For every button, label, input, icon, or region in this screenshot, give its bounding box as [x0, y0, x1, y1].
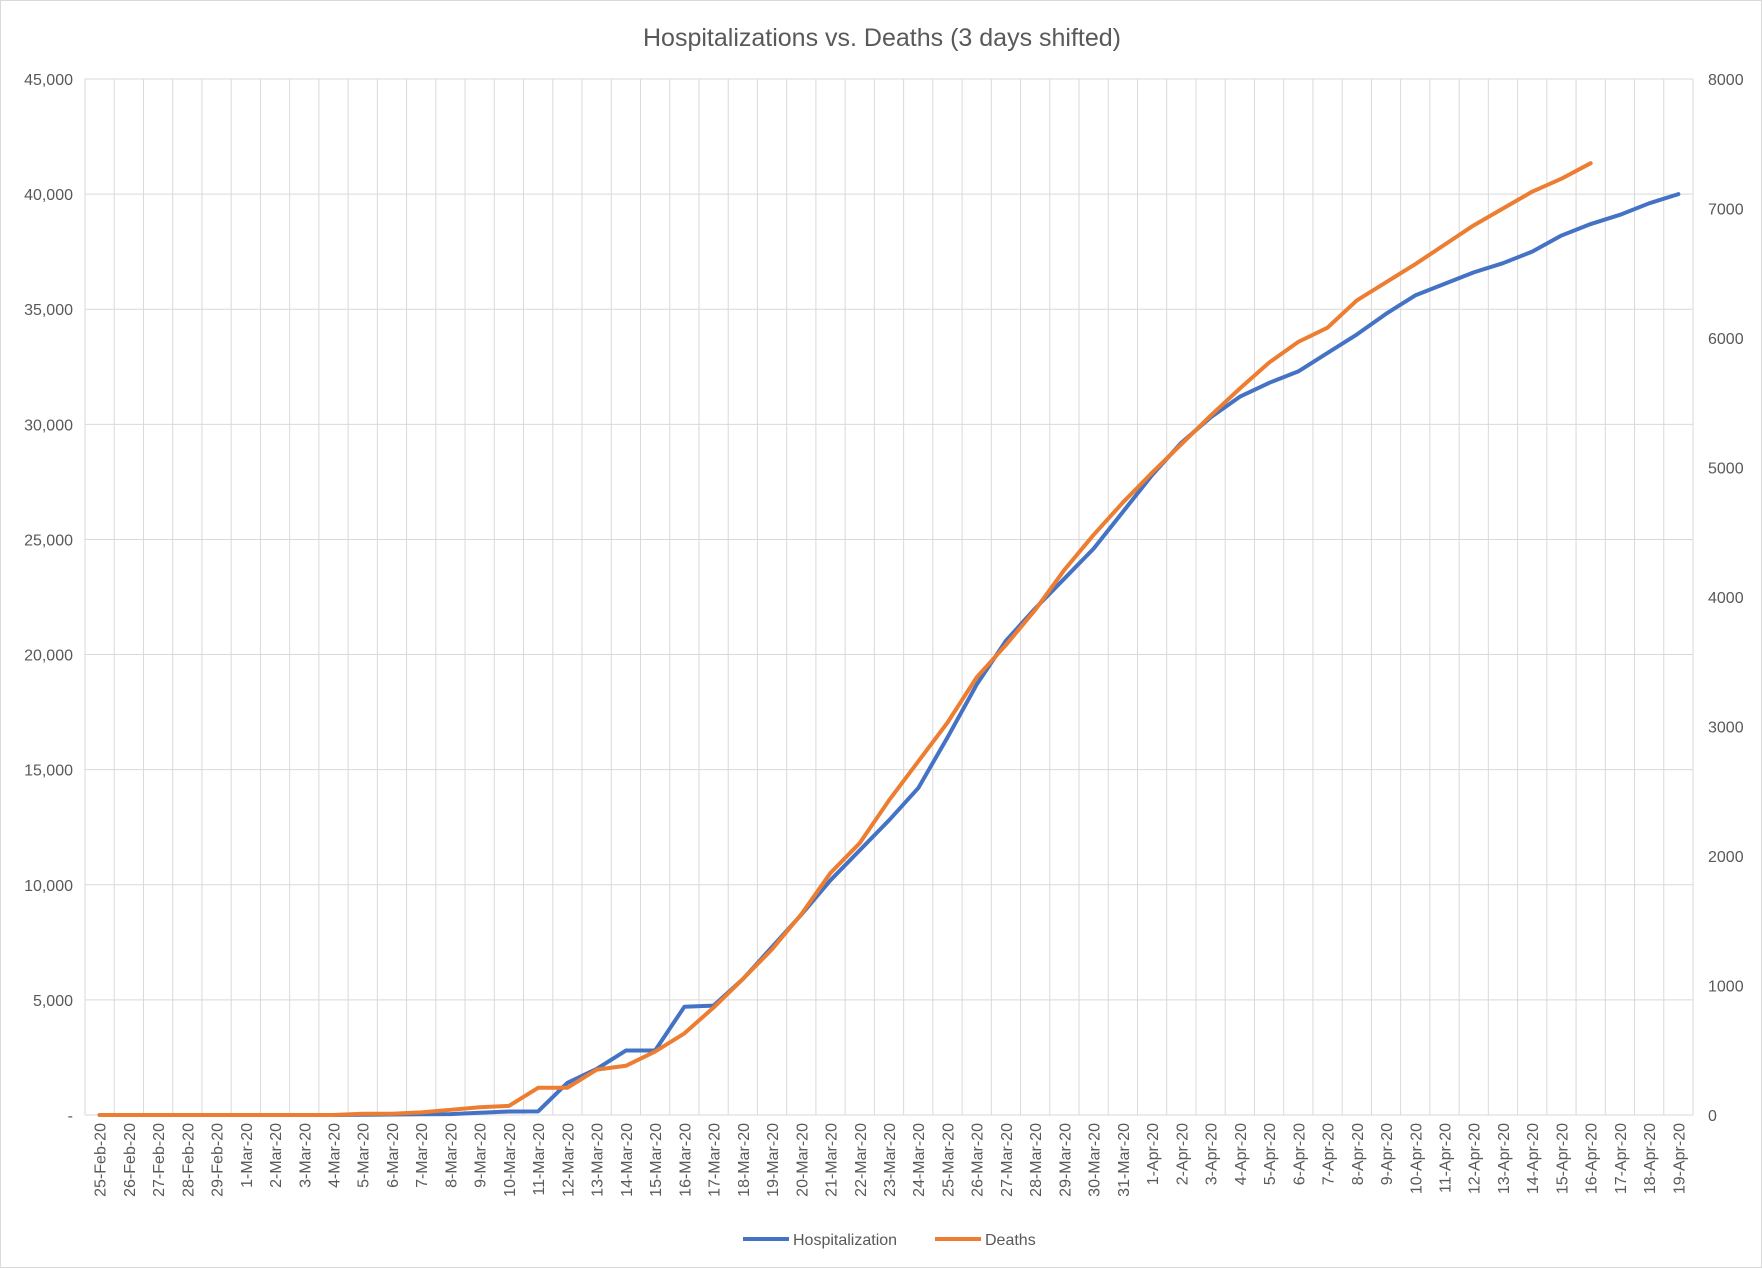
right-axis-tick-label: 5000	[1708, 461, 1744, 478]
x-axis-tick-label: 23-Mar-20	[882, 1123, 899, 1197]
x-axis-tick-label: 18-Apr-20	[1642, 1123, 1659, 1194]
x-axis-tick-label: 2-Apr-20	[1174, 1123, 1191, 1185]
chart-title: Hospitalizations vs. Deaths (3 days shif…	[643, 24, 1121, 52]
right-axis-tick-label: 2000	[1708, 849, 1744, 866]
x-axis-tick-label: 12-Mar-20	[560, 1123, 577, 1197]
x-axis-tick-label: 5-Apr-20	[1262, 1123, 1279, 1185]
left-axis-tick-label: 15,000	[24, 763, 73, 780]
x-axis-tick-label: 7-Mar-20	[414, 1123, 431, 1188]
left-axis-tick-label: 25,000	[24, 532, 73, 549]
left-axis-tick-label: 45,000	[24, 72, 73, 89]
x-axis-tick-label: 1-Mar-20	[239, 1123, 256, 1188]
x-axis-tick-label: 20-Mar-20	[794, 1123, 811, 1197]
x-axis-tick-label: 30-Mar-20	[1087, 1123, 1104, 1197]
x-axis-tick-label: 29-Feb-20	[210, 1123, 227, 1197]
x-axis-tick-label: 9-Mar-20	[473, 1123, 490, 1188]
x-axis-tick-label: 8-Apr-20	[1350, 1123, 1367, 1185]
x-axis-ticks: 25-Feb-20 26-Feb-20 27-Feb-20 28-Feb-20 29-F…	[93, 1123, 1689, 1197]
x-axis-tick-label: 8-Mar-20	[443, 1123, 460, 1188]
x-axis-tick-label: 29-Mar-20	[1057, 1123, 1074, 1197]
series-lines	[97, 161, 1681, 1117]
horizontal-gridlines	[85, 78, 1693, 1116]
x-axis-tick-label: 12-Apr-20	[1467, 1123, 1484, 1194]
x-axis-tick-label: 31-Mar-20	[1116, 1123, 1133, 1197]
legend: Hospitalization Deaths	[743, 1232, 1036, 1249]
x-axis-tick-label: 3-Mar-20	[297, 1123, 314, 1188]
series-line-deaths	[97, 161, 1593, 1117]
vertical-gridlines	[84, 79, 1694, 1115]
x-axis-tick-label: 10-Mar-20	[502, 1123, 519, 1197]
x-axis-tick-label: 15-Apr-20	[1554, 1123, 1571, 1194]
x-axis-tick-label: 9-Apr-20	[1379, 1123, 1396, 1185]
left-axis-ticks: - 5,000 10,000 15,000 20,000 25,000 30,000 35,0…	[24, 72, 73, 1125]
right-axis-tick-label: 0	[1708, 1108, 1717, 1125]
x-axis-tick-label: 21-Mar-20	[824, 1123, 841, 1197]
x-axis-tick-label: 14-Mar-20	[619, 1123, 636, 1197]
x-axis-tick-label: 27-Feb-20	[151, 1123, 168, 1197]
x-axis-tick-label: 2-Mar-20	[268, 1123, 285, 1188]
left-axis-tick-label: 30,000	[24, 417, 73, 434]
x-axis-tick-label: 10-Apr-20	[1408, 1123, 1425, 1194]
x-axis-tick-label: 1-Apr-20	[1145, 1123, 1162, 1185]
x-axis-tick-label: 15-Mar-20	[648, 1123, 665, 1197]
left-axis-tick-label: 10,000	[24, 878, 73, 895]
x-axis-tick-label: 14-Apr-20	[1525, 1123, 1542, 1194]
left-axis-tick-label: 5,000	[33, 993, 73, 1010]
x-axis-tick-label: 6-Apr-20	[1291, 1123, 1308, 1185]
x-axis-tick-label: 13-Apr-20	[1496, 1123, 1513, 1194]
right-axis-tick-label: 4000	[1708, 590, 1744, 607]
x-axis-tick-label: 19-Mar-20	[765, 1123, 782, 1197]
x-axis-tick-label: 16-Mar-20	[677, 1123, 694, 1197]
x-axis-tick-label: 17-Mar-20	[707, 1123, 724, 1197]
left-axis-tick-label: -	[68, 1108, 73, 1125]
legend-label-deaths: Deaths	[985, 1232, 1036, 1249]
x-axis-tick-label: 22-Mar-20	[853, 1123, 870, 1197]
x-axis-tick-label: 11-Mar-20	[531, 1123, 548, 1196]
x-axis-tick-label: 19-Apr-20	[1671, 1123, 1688, 1194]
right-axis-tick-label: 1000	[1708, 979, 1744, 996]
x-axis-tick-label: 4-Mar-20	[327, 1123, 344, 1188]
x-axis-tick-label: 5-Mar-20	[356, 1123, 373, 1188]
x-axis-tick-label: 16-Apr-20	[1584, 1123, 1601, 1194]
x-axis-tick-label: 28-Feb-20	[180, 1123, 197, 1197]
left-axis-tick-label: 35,000	[24, 302, 73, 319]
right-axis-ticks: 0 1000 2000 3000 4000 5000 6000 7000 8000	[1708, 72, 1744, 1125]
x-axis-tick-label: 3-Apr-20	[1204, 1123, 1221, 1185]
x-axis-tick-label: 26-Mar-20	[970, 1123, 987, 1197]
x-axis-tick-label: 4-Apr-20	[1233, 1123, 1250, 1185]
x-axis-tick-label: 11-Apr-20	[1437, 1123, 1454, 1193]
x-axis-tick-label: 6-Mar-20	[385, 1123, 402, 1188]
x-axis-tick-label: 27-Mar-20	[999, 1123, 1016, 1197]
right-axis-tick-label: 3000	[1708, 720, 1744, 737]
left-axis-tick-label: 20,000	[24, 648, 73, 665]
x-axis-tick-label: 25-Feb-20	[93, 1123, 110, 1197]
x-axis-tick-label: 13-Mar-20	[590, 1123, 607, 1197]
x-axis-tick-label: 18-Mar-20	[736, 1123, 753, 1197]
right-axis-tick-label: 8000	[1708, 72, 1744, 89]
x-axis-tick-label: 7-Apr-20	[1321, 1123, 1338, 1185]
legend-label-hospitalization: Hospitalization	[793, 1232, 897, 1249]
x-axis-tick-label: 25-Mar-20	[940, 1123, 957, 1197]
left-axis-tick-label: 40,000	[24, 187, 73, 204]
x-axis-tick-label: 17-Apr-20	[1613, 1123, 1630, 1194]
right-axis-tick-label: 7000	[1708, 202, 1744, 219]
right-axis-tick-label: 6000	[1708, 331, 1744, 348]
x-axis-tick-label: 24-Mar-20	[911, 1123, 928, 1197]
x-axis-tick-label: 26-Feb-20	[122, 1123, 139, 1197]
x-axis-tick-label: 28-Mar-20	[1028, 1123, 1045, 1197]
